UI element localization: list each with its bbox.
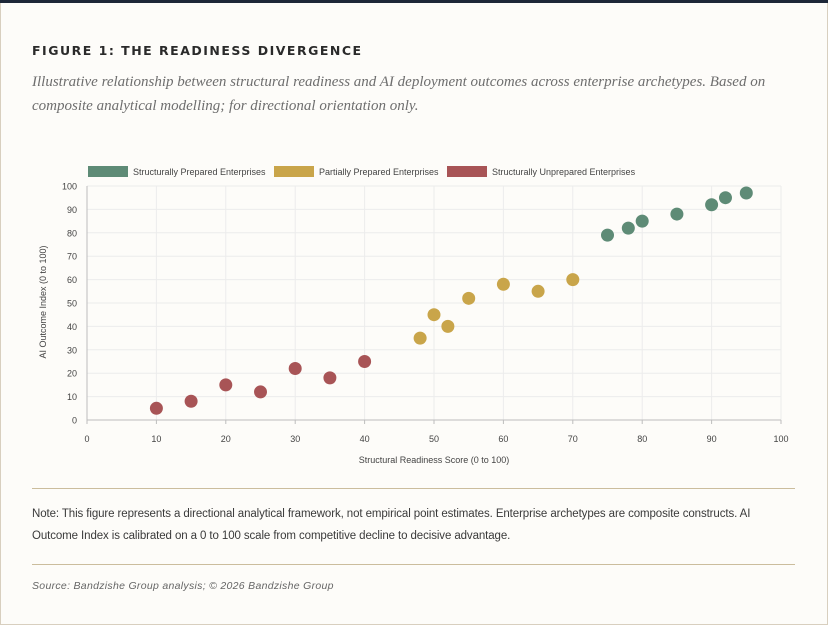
x-tick-label: 30 (290, 434, 300, 444)
data-point (149, 401, 163, 415)
x-tick-label: 20 (221, 434, 231, 444)
data-point (413, 331, 427, 345)
data-point (441, 319, 455, 333)
figure-source: Source: Bandzishe Group analysis; © 2026… (32, 580, 334, 592)
y-tick-label: 60 (67, 275, 77, 285)
grid-lines (86, 185, 782, 421)
data-point (288, 362, 302, 376)
x-tick-label: 80 (637, 434, 647, 444)
legend-item: Structurally Prepared Enterprises (88, 166, 266, 177)
top-accent-bar (0, 0, 828, 3)
y-axis-label: AI Outcome Index (0 to 100) (38, 245, 48, 358)
data-point (566, 273, 580, 287)
legend-item: Structurally Unprepared Enterprises (447, 166, 636, 177)
x-tick-label: 40 (360, 434, 370, 444)
legend-label: Structurally Prepared Enterprises (133, 167, 266, 177)
divider-bottom (32, 564, 795, 565)
data-point (718, 191, 732, 205)
data-point (427, 308, 441, 322)
data-point (739, 186, 753, 200)
data-point (531, 284, 545, 298)
data-points (149, 186, 753, 415)
legend-label: Partially Prepared Enterprises (319, 167, 439, 177)
data-point (670, 207, 684, 221)
data-point (219, 378, 233, 392)
legend: Structurally Prepared Enterprises Partial… (88, 166, 636, 177)
x-tick-label: 10 (151, 434, 161, 444)
data-point (462, 291, 476, 305)
legend-swatch (274, 166, 314, 177)
y-tick-label: 100 (62, 182, 77, 192)
x-tick-label: 50 (429, 434, 439, 444)
data-point (184, 394, 198, 408)
data-point (705, 198, 719, 212)
y-tick-label: 0 (72, 416, 77, 426)
y-tick-label: 20 (67, 369, 77, 379)
data-point (635, 214, 649, 228)
data-point (254, 385, 267, 399)
y-tick-label: 70 (67, 252, 77, 262)
data-point (323, 371, 337, 385)
y-tick-label: 10 (67, 392, 77, 402)
x-tick-label: 70 (568, 434, 578, 444)
data-point (621, 221, 635, 235)
divider-top (32, 488, 795, 489)
x-tick-label: 100 (773, 434, 788, 444)
y-tick-label: 90 (67, 205, 77, 215)
data-point (601, 228, 614, 242)
y-tick-label: 40 (67, 322, 77, 332)
figure-subtitle: Illustrative relationship between struct… (32, 74, 766, 114)
y-tick-label: 30 (67, 345, 77, 355)
y-tick-label: 50 (67, 299, 77, 309)
data-point (358, 355, 372, 368)
legend-label: Structurally Unprepared Enterprises (492, 167, 636, 177)
legend-swatch (88, 166, 128, 177)
x-tick-label: 0 (84, 434, 89, 444)
scatter-chart: 0 10 20 30 40 50 60 70 80 90 100 0 10 20 30 40 50 60 70 80 9… (38, 166, 789, 465)
legend-item: Partially Prepared Enterprises (274, 166, 439, 177)
y-tick-label: 80 (67, 228, 77, 238)
figure-title: FIGURE 1: THE READINESS DIVERGENCE (32, 43, 363, 58)
data-point (496, 277, 510, 291)
x-tick-label: 90 (707, 434, 717, 444)
axes: 0 10 20 30 40 50 60 70 80 90 100 0 10 20 30 40 50 60 70 80 9… (62, 182, 789, 445)
x-tick-label: 60 (498, 434, 508, 444)
legend-swatch (447, 166, 487, 177)
figure-note: Note: This figure represents a direction… (32, 508, 751, 542)
x-axis-label: Structural Readiness Score (0 to 100) (359, 455, 510, 465)
